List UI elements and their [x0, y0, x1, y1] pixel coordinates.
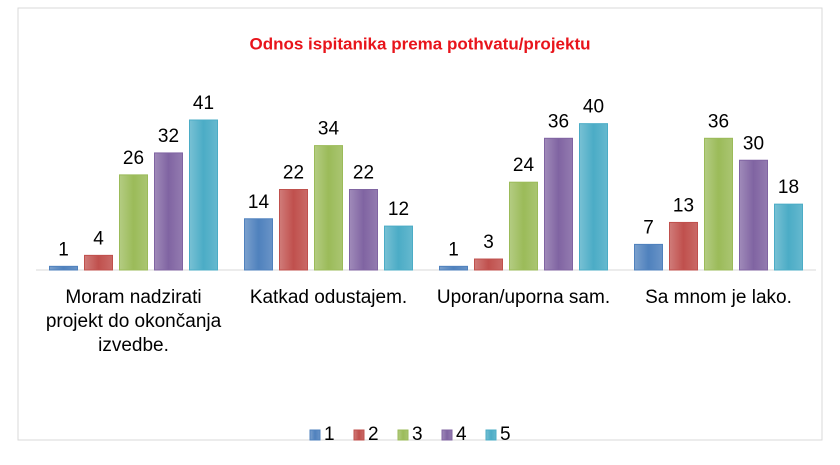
bar [739, 159, 768, 271]
data-label: 1 [448, 239, 459, 260]
data-label: 36 [708, 111, 729, 132]
bar [279, 189, 308, 271]
bar [154, 152, 183, 271]
legend-label: 4 [456, 424, 467, 445]
chart-title: Odnos ispitanika prema pothvatu/projektu [250, 34, 591, 53]
category-label: Sa mnom je lako. [645, 287, 792, 308]
legend-swatch [309, 429, 321, 441]
data-label: 26 [123, 148, 144, 169]
legend-label: 5 [500, 424, 511, 445]
bar [119, 174, 148, 271]
bar [669, 221, 698, 271]
data-label: 13 [673, 195, 694, 216]
data-label: 34 [318, 119, 340, 140]
bar [634, 243, 663, 271]
data-label: 3 [483, 232, 494, 253]
legend-label: 3 [412, 424, 423, 445]
data-label: 18 [778, 177, 799, 198]
legend-label: 1 [324, 424, 335, 445]
data-label: 1 [58, 239, 69, 260]
bar [384, 225, 413, 271]
legend-label: 2 [368, 424, 379, 445]
bar [509, 181, 538, 271]
data-label: 30 [743, 133, 764, 154]
data-label: 7 [643, 217, 654, 238]
category-label: Katkad odustajem. [249, 287, 408, 308]
data-label: 40 [583, 97, 604, 118]
bar [579, 123, 608, 271]
legend-swatch [485, 429, 497, 441]
data-label: 41 [193, 93, 214, 114]
data-label: 22 [353, 163, 374, 184]
bar [244, 218, 273, 271]
data-label: 4 [93, 228, 104, 249]
bar [84, 254, 113, 271]
bar [314, 145, 343, 271]
data-label: 14 [248, 192, 270, 213]
bar [349, 189, 378, 271]
legend-swatch [397, 429, 409, 441]
bar [474, 258, 503, 271]
data-label: 12 [388, 199, 409, 220]
bar [439, 265, 468, 271]
data-label: 32 [158, 126, 179, 147]
bar [544, 137, 573, 271]
bar [704, 137, 733, 271]
data-label: 24 [513, 155, 535, 176]
bar [49, 265, 78, 271]
category-label: Moram nadzirati projekt do okončanja izv… [45, 287, 222, 356]
legend-swatch [441, 429, 453, 441]
data-label: 36 [548, 111, 569, 132]
bar [189, 119, 218, 271]
data-label: 22 [283, 163, 304, 184]
category-label: Uporan/uporna sam. [436, 287, 611, 308]
legend-swatch [353, 429, 365, 441]
bar [774, 203, 803, 271]
